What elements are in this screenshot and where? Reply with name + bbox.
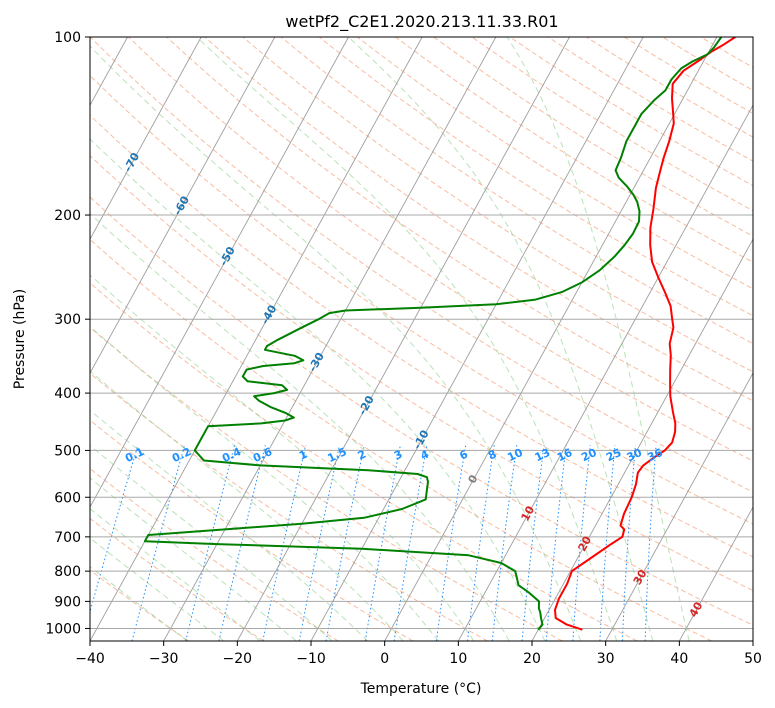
moist-adiabat (506, 37, 690, 641)
mixing-ratio-line (90, 445, 139, 614)
mixing-ratio-line (467, 445, 495, 641)
x-tick-label: 50 (744, 651, 762, 667)
chart-title: wetPf2_C2E1.2020.213.11.33.R01 (285, 12, 558, 32)
dry-adiabat (165, 37, 753, 432)
moist-adiabat (90, 138, 546, 641)
x-tick-label: 0 (380, 651, 389, 667)
dry-adiabat (90, 517, 264, 641)
y-tick-label: 500 (54, 443, 81, 459)
dry-adiabat (242, 37, 753, 373)
mixing-ratio-line (262, 445, 307, 641)
dry-adiabat (509, 37, 753, 187)
y-tick-label: 300 (54, 312, 81, 328)
mixing-ratio-line (131, 445, 186, 641)
moist-adiabats (90, 37, 690, 641)
dry-adiabat (394, 37, 753, 263)
mixing-ratio-lines (90, 445, 657, 641)
isotherm (384, 37, 718, 641)
dry-adiabat (90, 372, 488, 641)
isobars (90, 37, 753, 629)
moist-adiabat (90, 477, 297, 641)
moist-adiabat (90, 444, 333, 641)
x-tick-label: 40 (670, 651, 688, 667)
y-axis: 100 200 300 400 500 600 700 800 900 1000 (45, 30, 90, 637)
dry-adiabat (90, 114, 753, 558)
dry-adiabat (90, 196, 753, 626)
dry-adiabat (127, 37, 753, 462)
dewpoint-line (143, 37, 723, 631)
y-axis-label: Pressure (hPa) (12, 289, 28, 389)
y-tick-label: 600 (54, 490, 81, 506)
moist-adiabat (90, 409, 369, 641)
x-tick-label: 10 (449, 651, 467, 667)
y-tick-label: 1000 (45, 621, 81, 637)
y-tick-label: 700 (54, 530, 81, 546)
x-tick-label: −40 (75, 651, 105, 667)
x-tick-label: 30 (597, 651, 615, 667)
mixing-ratio-label: 36 (645, 446, 665, 464)
x-tick-label: −30 (149, 651, 179, 667)
mixing-ratio-line (491, 445, 518, 641)
moist-adiabat (90, 325, 439, 641)
mixing-ratio-line (521, 445, 545, 641)
moist-adiabat (90, 370, 404, 641)
y-tick-label: 100 (54, 30, 81, 46)
x-tick-label: −20 (223, 651, 253, 667)
mixing-ratio-line (545, 445, 567, 641)
background-lines (90, 37, 753, 641)
isotherm (457, 104, 753, 641)
moist-adiabat (348, 37, 654, 641)
profiles (143, 37, 736, 631)
mixing-ratio-label: 16 (555, 446, 575, 464)
isotherm (310, 37, 644, 641)
isotherms (90, 37, 753, 641)
mixing-ratio-line (364, 445, 401, 641)
isotherm (236, 37, 570, 641)
mixing-ratio-line (298, 445, 340, 641)
moist-adiabat (90, 566, 188, 641)
isotherm (163, 37, 497, 641)
x-tick-label: −10 (296, 651, 326, 667)
mixing-ratio-label: 25 (604, 446, 623, 464)
dry-adiabat (90, 326, 563, 641)
dry-adiabat (90, 155, 753, 592)
moist-adiabat (90, 508, 261, 641)
moist-adiabat (90, 212, 510, 641)
dry-adiabat (356, 37, 753, 290)
mixing-ratio-line (435, 445, 467, 641)
moist-adiabat (90, 45, 582, 641)
isotherm (605, 372, 753, 641)
mixing-ratio-label: 30 (625, 446, 645, 464)
dry-adiabats (90, 37, 753, 641)
plot-frame (89, 36, 754, 642)
isotherm (678, 506, 753, 641)
isotherm (90, 37, 276, 375)
mixing-ratio-line (185, 445, 235, 641)
isotherm (90, 37, 349, 508)
dry-adiabat (90, 467, 339, 641)
y-tick-label: 200 (54, 208, 81, 224)
y-tick-label: 800 (54, 564, 81, 580)
isotherm (531, 238, 753, 641)
temperature-line (554, 37, 736, 631)
dry-adiabat (90, 282, 638, 641)
x-axis-label: Temperature (°C) (360, 681, 482, 697)
dry-adiabat (90, 37, 753, 493)
moist-adiabat (196, 37, 618, 641)
mixing-ratio-label: 10 (505, 446, 525, 464)
mixing-ratio-line (325, 445, 365, 641)
mixing-ratio-label: 13 (533, 446, 552, 464)
y-tick-label: 900 (54, 594, 81, 610)
y-tick-label: 400 (54, 386, 81, 402)
isotherm (90, 37, 202, 241)
x-axis: −40 −30 −20 −10 0 10 20 30 40 50 (75, 641, 762, 667)
mixing-ratio-line (218, 445, 266, 641)
dry-adiabat (90, 74, 753, 525)
plot-background (90, 37, 753, 641)
mixing-ratio-label: 20 (579, 446, 599, 464)
x-tick-label: 20 (523, 651, 541, 667)
dry-adiabat (90, 419, 414, 641)
dry-adiabat (470, 37, 753, 212)
